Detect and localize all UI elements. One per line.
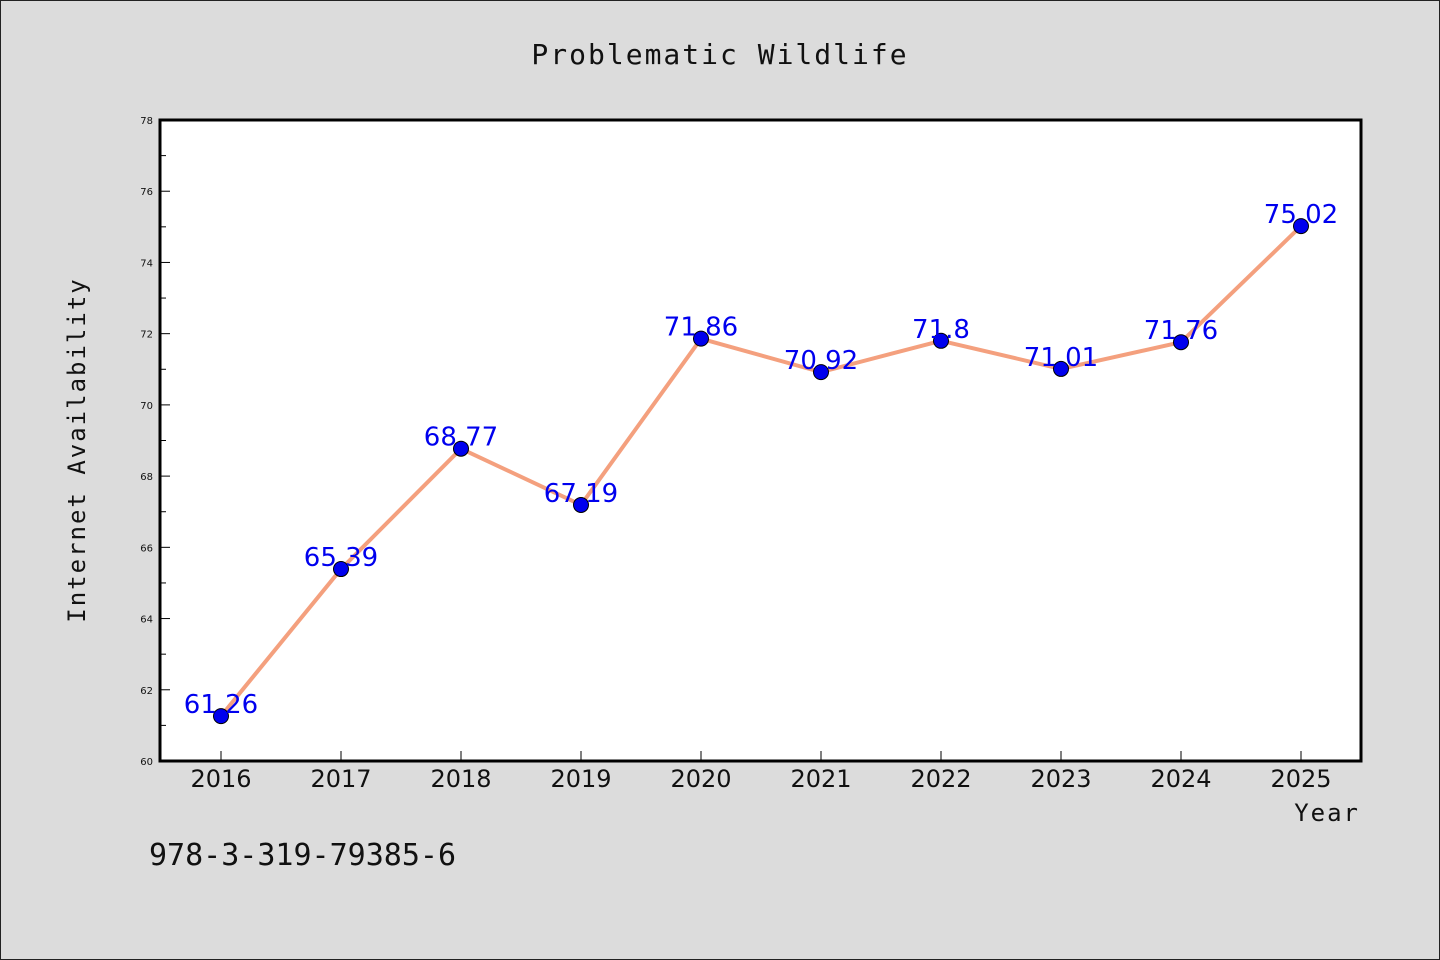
y-tick-label: 72 [140,330,153,341]
isbn-text: 978-3-319-79385-6 [149,838,456,873]
x-axis: 2016 2017 2018 2019 2020 2021 2022 2023 2024 2025 [190,751,1332,793]
x-tick-label: 2025 [1270,765,1331,793]
x-tick-label: 2018 [430,765,491,793]
plot-area [158,118,1363,763]
x-tick-label: 2021 [790,765,851,793]
data-label: 71.86 [664,313,738,343]
x-tick-label: 2019 [550,765,611,793]
data-label-layer: 61.26 65.39 68.77 67.19 71.86 70.92 71.8 71.01 7… [184,200,1338,720]
data-point [1173,334,1189,351]
data-point [1293,218,1309,235]
data-label: 70.92 [784,346,858,376]
y-tick-label: 60 [140,757,153,768]
y-axis: 60 62 64 66 68 70 72 74 76 78 [140,116,170,768]
data-label: 61.26 [184,690,258,720]
data-point [573,496,589,513]
series-layer [213,218,1309,725]
chart-title: Problematic Wildlife [531,38,908,71]
data-label: 71.8 [912,315,970,345]
data-point [813,364,829,381]
x-tick-label: 2024 [1150,765,1211,793]
y-tick-label: 76 [140,187,153,198]
data-label: 71.01 [1024,343,1098,373]
y-tick-label: 74 [140,258,153,269]
y-tick-label: 64 [140,615,153,626]
x-tick-label: 2023 [1030,765,1091,793]
y-tick-label: 68 [140,472,153,483]
y-axis-label: Internet Availability [63,277,91,622]
data-label: 68.77 [424,423,498,453]
y-tick-label: 70 [140,401,153,412]
series-line [219,224,1303,718]
x-tick-label: 2016 [190,765,251,793]
x-tick-label: 2017 [310,765,371,793]
y-tick-label: 62 [140,686,153,697]
data-label: 67.19 [544,479,618,509]
y-tick-label: 66 [140,543,153,554]
data-point [693,330,709,347]
data-label: 71.76 [1144,316,1218,346]
data-point [1053,360,1069,377]
x-tick-label: 2020 [670,765,731,793]
data-label: 75.02 [1264,200,1338,230]
x-axis-label: Year [1294,799,1360,827]
data-point [333,561,349,578]
data-point [453,440,469,457]
y-tick-label: 78 [140,116,153,127]
data-label: 65.39 [304,543,378,573]
data-point [933,332,949,349]
x-tick-label: 2022 [910,765,971,793]
data-point [213,708,229,725]
